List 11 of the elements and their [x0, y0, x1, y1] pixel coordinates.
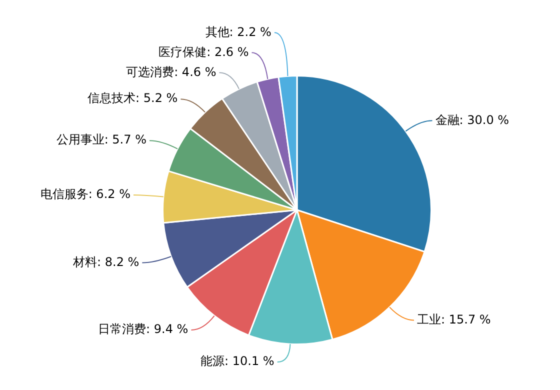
slice-label: 日常消费: 9.4 % — [98, 322, 188, 336]
slice-label: 金融: 30.0 % — [435, 112, 510, 127]
slice-label: 公用事业: 5.7 % — [56, 132, 146, 147]
slice-label: 可选消费: 4.6 % — [126, 64, 216, 79]
slice-label: 医疗保健: 2.6 % — [158, 44, 249, 59]
slice-label: 其他: 2.2 % — [205, 24, 272, 39]
slice-label: 工业: 15.7 % — [417, 312, 491, 326]
slice-label: 电信服务: 6.2 % — [40, 187, 130, 202]
slice-label: 材料: 8.2 % — [72, 254, 140, 269]
slice-label: 信息技术: 5.2 % — [88, 91, 178, 106]
slice-label: 能源: 10.1 % — [200, 354, 274, 368]
